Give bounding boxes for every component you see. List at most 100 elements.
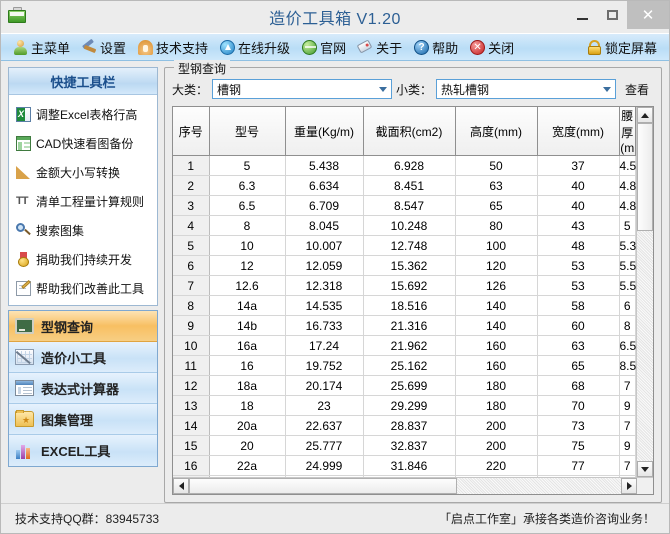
table-cell[interactable]: 180 (455, 375, 538, 396)
table-cell[interactable]: 8.547 (363, 195, 456, 216)
table-row[interactable]: 4 8 8.045 10.248 80 43 5 (173, 215, 636, 236)
nav-item-steel-query[interactable]: 型钢查询 (9, 311, 157, 342)
row-index-cell[interactable]: 6 (173, 255, 210, 276)
table-cell[interactable]: 5 (619, 215, 636, 236)
toolbar-item-about[interactable]: 关于 (352, 36, 408, 59)
toolbar-item-website[interactable]: 官网 (296, 36, 352, 59)
table-cell[interactable]: 8.451 (363, 175, 456, 196)
table-cell[interactable]: 6.709 (285, 195, 364, 216)
table-cell[interactable]: 22a (209, 455, 286, 476)
sidebar-item-amount-conversion[interactable]: 金额大小写转换 (9, 158, 157, 187)
table-cell[interactable]: 19.752 (285, 355, 364, 376)
table-cell[interactable]: 4.5 (619, 155, 636, 176)
row-index-cell[interactable]: 1 (173, 155, 210, 176)
table-cell[interactable]: 73 (537, 415, 620, 436)
table-cell[interactable]: 200 (455, 435, 538, 456)
table-cell[interactable]: 65 (455, 195, 538, 216)
table-cell[interactable]: 25.162 (363, 355, 456, 376)
row-index-cell[interactable]: 15 (173, 435, 210, 456)
table-row[interactable]: 15 20 25.777 32.837 200 75 9 (173, 435, 636, 456)
table-row[interactable]: 1 5 5.438 6.928 50 37 4.5 (173, 155, 636, 176)
toolbar-item-settings[interactable]: 设置 (76, 36, 132, 59)
table-row[interactable]: 9 14b 16.733 21.316 140 60 8 (173, 315, 636, 336)
table-cell[interactable]: 6.928 (363, 155, 456, 176)
table-cell[interactable]: 4.8 (619, 175, 636, 196)
table-cell[interactable]: 5 (209, 155, 286, 176)
table-cell[interactable]: 14a (209, 295, 286, 316)
table-cell[interactable]: 53 (537, 255, 620, 276)
hscroll-thumb[interactable] (189, 478, 457, 494)
table-cell[interactable]: 7 (619, 455, 636, 476)
close-window-button[interactable]: ✕ (627, 1, 669, 29)
table-cell[interactable]: 18 (209, 395, 286, 416)
table-cell[interactable]: 140 (455, 295, 538, 316)
row-index-cell[interactable]: 11 (173, 355, 210, 376)
scroll-left-icon[interactable] (173, 478, 189, 494)
table-cell[interactable]: 20.174 (285, 375, 364, 396)
table-cell[interactable]: 4.8 (619, 195, 636, 216)
table-cell[interactable]: 48 (537, 235, 620, 256)
table-cell[interactable]: 5.5 (619, 275, 636, 296)
table-cell[interactable]: 40 (537, 195, 620, 216)
table-cell[interactable]: 31.846 (363, 455, 456, 476)
vscroll-thumb[interactable] (637, 123, 653, 232)
table-cell[interactable]: 100 (455, 235, 538, 256)
table-cell[interactable]: 70 (537, 395, 620, 416)
table-cell[interactable]: 8 (209, 215, 286, 236)
maximize-button[interactable] (597, 1, 627, 29)
sidebar-item-quantity-rules[interactable]: TT 清单工程量计算规则 (9, 187, 157, 216)
row-index-cell[interactable]: 3 (173, 195, 210, 216)
toolbar-item-online-upgrade[interactable]: 在线升级 (214, 36, 296, 59)
table-cell[interactable]: 7 (619, 415, 636, 436)
table-cell[interactable]: 7 (619, 375, 636, 396)
table-cell[interactable]: 20 (209, 435, 286, 456)
table-cell[interactable]: 68 (537, 375, 620, 396)
table-cell[interactable]: 10.248 (363, 215, 456, 236)
table-cell[interactable]: 17.24 (285, 335, 364, 356)
table-row[interactable]: 11 16 19.752 25.162 160 65 8.5 (173, 355, 636, 376)
table-cell[interactable]: 6.3 (209, 175, 286, 196)
scroll-right-icon[interactable] (621, 478, 637, 494)
table-cell[interactable]: 6.634 (285, 175, 364, 196)
table-row[interactable]: 16 22a 24.999 31.846 220 77 7 (173, 455, 636, 476)
table-cell[interactable]: 9 (619, 435, 636, 456)
table-cell[interactable]: 43 (537, 215, 620, 236)
category-dropdown[interactable]: 槽钢 (212, 79, 392, 99)
scroll-down-icon[interactable] (637, 461, 653, 477)
table-cell[interactable]: 15.692 (363, 275, 456, 296)
scroll-up-icon[interactable] (637, 107, 653, 123)
table-cell[interactable]: 21.316 (363, 315, 456, 336)
table-cell[interactable]: 160 (455, 335, 538, 356)
table-cell[interactable]: 40 (537, 175, 620, 196)
table-cell[interactable]: 120 (455, 255, 538, 276)
sidebar-item-donate[interactable]: 捐助我们持续开发 (9, 245, 157, 274)
table-cell[interactable]: 21.962 (363, 335, 456, 356)
column-header[interactable]: 序号 (173, 107, 210, 156)
row-index-cell[interactable]: 12 (173, 375, 210, 396)
table-row[interactable]: 7 12.6 12.318 15.692 126 53 5.5 (173, 275, 636, 296)
table-cell[interactable]: 8.5 (619, 355, 636, 376)
table-cell[interactable]: 28.837 (363, 415, 456, 436)
table-row[interactable]: 12 18a 20.174 25.699 180 68 7 (173, 375, 636, 396)
table-row[interactable]: 6 12 12.059 15.362 120 53 5.5 (173, 255, 636, 276)
table-cell[interactable]: 8 (619, 315, 636, 336)
column-header[interactable]: 重量(Kg/m) (285, 107, 364, 156)
table-cell[interactable]: 25.699 (363, 375, 456, 396)
table-cell[interactable]: 5.3 (619, 235, 636, 256)
toolbar-item-main-menu[interactable]: 主菜单 (7, 36, 76, 59)
column-header[interactable]: 腰厚(m (619, 107, 636, 156)
horizontal-scrollbar[interactable] (173, 477, 653, 494)
table-row[interactable]: 3 6.5 6.709 8.547 65 40 4.8 (173, 195, 636, 216)
table-cell[interactable]: 12.059 (285, 255, 364, 276)
toolbar-item-tech-support[interactable]: 技术支持 (132, 36, 214, 59)
table-cell[interactable]: 16 (209, 355, 286, 376)
table-cell[interactable]: 65 (537, 355, 620, 376)
table-cell[interactable]: 53 (537, 275, 620, 296)
table-row[interactable]: 10 16a 17.24 21.962 160 63 6.5 (173, 335, 636, 356)
table-cell[interactable]: 63 (455, 175, 538, 196)
column-header[interactable]: 截面积(cm2) (363, 107, 456, 156)
table-cell[interactable]: 23 (285, 395, 364, 416)
table-cell[interactable]: 80 (455, 215, 538, 236)
row-index-cell[interactable]: 14 (173, 415, 210, 436)
sidebar-item-search-atlas[interactable]: 搜索图集 (9, 216, 157, 245)
